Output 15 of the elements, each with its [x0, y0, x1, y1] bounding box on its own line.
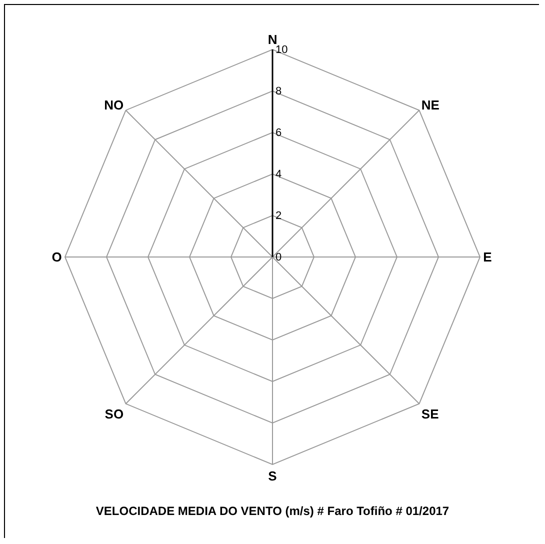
spoke-label: NO: [104, 97, 124, 112]
y-tick-label: 6: [275, 127, 282, 140]
y-tick-label: 10: [275, 44, 288, 56]
spoke-label: N: [268, 32, 278, 47]
y-tick-label: 0: [275, 252, 282, 264]
spoke-label: NE: [421, 97, 440, 112]
y-tick-label: 4: [275, 168, 282, 181]
spoke-label: S: [268, 468, 278, 484]
spoke-label: SE: [421, 406, 440, 422]
y-tick-label: 2: [275, 210, 282, 222]
spoke-label: O: [52, 250, 62, 265]
y-tick-label: 8: [275, 86, 282, 98]
spoke-label: E: [483, 250, 492, 265]
text: VELOCIDADE MEDIA DO VENTO (m/s) # Faro Tofiño # 01/2017: [96, 504, 450, 518]
spoke-label: SO: [104, 406, 124, 422]
